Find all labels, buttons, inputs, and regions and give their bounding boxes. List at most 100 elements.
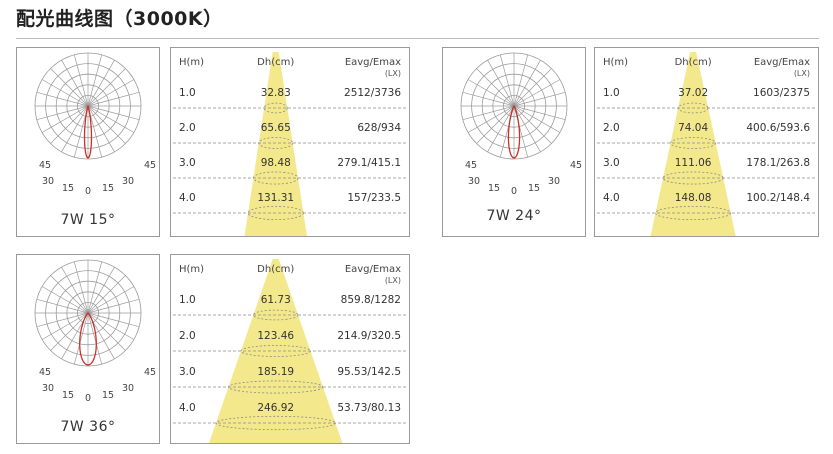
illuminance-table: H(m) Dh(cm) Eavg/Emax(LX) 1.0 32.83 2512/3736… <box>173 52 407 236</box>
cell-illuminance: 100.2/148.4 <box>746 192 810 204</box>
polar-spoke <box>487 59 515 107</box>
polar-spoke <box>462 91 515 107</box>
polar-spoke <box>50 275 89 314</box>
polar-spoke <box>73 54 89 107</box>
angle-label: 45 <box>465 160 477 171</box>
polar-spoke <box>50 312 89 351</box>
polar-spoke <box>61 266 89 314</box>
polar-spoke <box>467 79 515 107</box>
page-title: 配光曲线图（3000K） <box>16 8 223 30</box>
angle-label: 0 <box>85 393 91 404</box>
cell-diameter: 185.19 <box>257 366 294 378</box>
cell-diameter: 32.83 <box>261 87 291 99</box>
polar-grid <box>34 259 142 367</box>
cell-illuminance: 859.8/1282 <box>341 294 401 306</box>
polar-spoke <box>50 105 89 144</box>
header-unit: (LX) <box>794 69 810 78</box>
cell-illuminance: 628/934 <box>357 122 401 134</box>
cell-height: 1.0 <box>179 87 196 99</box>
cell-diameter: 61.73 <box>261 294 291 306</box>
polar-spoke <box>476 68 515 107</box>
cell-height: 1.0 <box>603 87 620 99</box>
angle-label: 45 <box>39 160 51 171</box>
polar-spoke <box>87 105 115 153</box>
polar-spoke <box>36 91 89 107</box>
header-height: H(m) <box>179 264 204 275</box>
illuminance-table-box: H(m) Dh(cm) Eavg/Emax (LX) 1.0 32.83 2512/3736… <box>170 47 410 237</box>
angle-label: 30 <box>42 383 54 394</box>
polar-spoke <box>36 298 89 314</box>
panel-7w-15: 45 30 15 0 15 30 45 7W 15° H(m) Dh(cm) Eavg/Emax… <box>16 47 410 237</box>
polar-spoke <box>87 105 126 144</box>
angle-label: 45 <box>570 160 582 171</box>
angle-label: 15 <box>102 183 114 194</box>
cell-height: 4.0 <box>603 192 620 204</box>
cell-illuminance: 95.53/142.5 <box>337 366 401 378</box>
beam-ellipse <box>655 205 732 221</box>
polar-spoke <box>462 105 515 121</box>
cell-illuminance: 157/233.5 <box>347 192 401 204</box>
polar-spoke <box>73 312 89 365</box>
beam-ellipse <box>263 102 288 114</box>
cell-diameter: 65.65 <box>261 122 291 134</box>
header-illuminance: Eavg/Emax <box>345 57 401 68</box>
header-diameter: Dh(cm) <box>257 264 294 275</box>
angle-label: 30 <box>42 176 54 187</box>
cell-height: 3.0 <box>603 157 620 169</box>
panel-caption: 7W 24° <box>486 208 542 224</box>
polar-spoke <box>499 54 515 107</box>
polar-spoke <box>87 286 135 314</box>
polar-spoke <box>73 261 89 314</box>
angle-label: 30 <box>548 176 560 187</box>
polar-grid <box>34 52 142 160</box>
polar-spoke <box>87 275 126 314</box>
cell-illuminance: 53.73/80.13 <box>337 402 401 414</box>
angle-label: 0 <box>85 186 91 197</box>
polar-spoke <box>513 105 566 121</box>
cell-diameter: 37.02 <box>678 87 708 99</box>
cell-illuminance: 214.9/320.5 <box>337 330 401 342</box>
panel-7w-36: 45 30 15 0 15 30 45 7W 36° H(m) Dh(cm) Eavg/Emax… <box>16 254 410 446</box>
cell-illuminance: 1603/2375 <box>753 87 810 99</box>
polar-spoke <box>513 59 541 107</box>
header-height: H(m) <box>603 57 628 68</box>
light-beam-cone <box>650 52 736 236</box>
title-divider <box>16 38 819 39</box>
angle-label: 15 <box>528 183 540 194</box>
polar-spoke <box>87 91 140 107</box>
light-distribution-curve <box>83 105 93 159</box>
polar-diagram-box: 45 30 15 0 15 30 45 7W 15° <box>16 47 160 237</box>
cell-diameter: 98.48 <box>261 157 291 169</box>
header-diameter: Dh(cm) <box>675 57 712 68</box>
cell-illuminance: 178.1/263.8 <box>746 157 810 169</box>
polar-spoke <box>513 68 552 107</box>
cell-illuminance: 400.6/593.6 <box>746 122 810 134</box>
polar-spoke <box>87 105 140 121</box>
polar-spoke <box>513 79 561 107</box>
cell-height: 3.0 <box>179 366 196 378</box>
cell-diameter: 111.06 <box>675 157 712 169</box>
beam-ellipse <box>670 137 717 149</box>
polar-diagram: 45 30 15 0 15 30 45 <box>34 259 156 404</box>
polar-spoke <box>513 105 541 153</box>
polar-spoke <box>87 105 135 133</box>
angle-label: 30 <box>122 383 134 394</box>
polar-spoke <box>87 312 126 351</box>
angle-label: 30 <box>122 176 134 187</box>
polar-spoke <box>36 105 89 121</box>
header-height: H(m) <box>179 57 204 68</box>
light-distribution-curve <box>507 105 521 159</box>
angle-label: 15 <box>102 390 114 401</box>
cell-illuminance: 279.1/415.1 <box>337 157 401 169</box>
polar-diagram-box: 45 30 15 0 15 30 45 7W 36° <box>16 254 160 444</box>
angle-label: 30 <box>468 176 480 187</box>
polar-spoke <box>513 105 561 133</box>
cell-height: 4.0 <box>179 402 196 414</box>
polar-spoke <box>41 79 89 107</box>
polar-spoke <box>87 261 103 314</box>
polar-spoke <box>87 54 103 107</box>
polar-spoke <box>36 312 89 328</box>
cell-diameter: 148.08 <box>675 192 712 204</box>
angle-label: 0 <box>511 186 517 197</box>
angle-label: 15 <box>488 183 500 194</box>
